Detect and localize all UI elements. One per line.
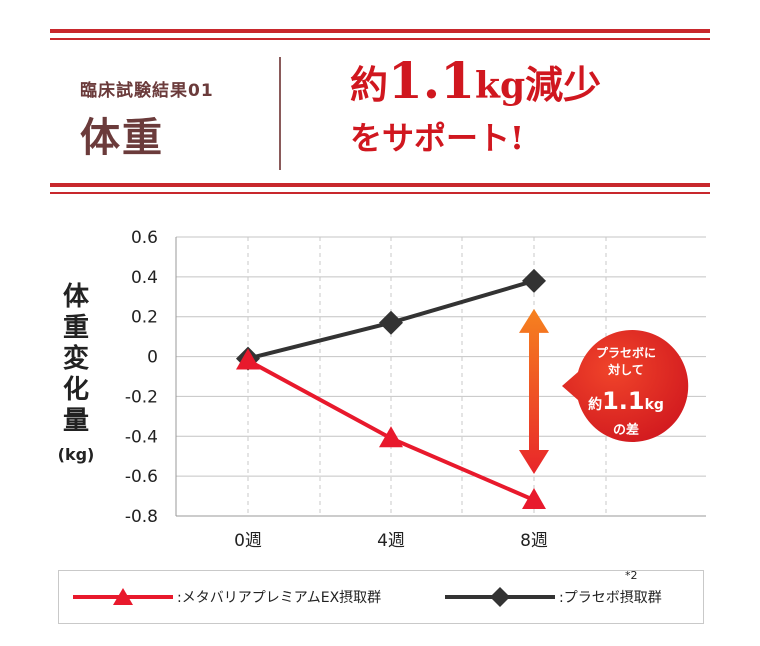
legend-triangle-marker-icon <box>73 588 173 605</box>
bottom-rule-thick <box>50 183 710 187</box>
callout-unit: kg <box>645 397 664 413</box>
legend-item-placebo: :プラセボ摂取群 <box>445 571 662 623</box>
legend-footnote-mark: *2 <box>625 569 638 582</box>
headline: 約1.1kg減少 をサポート! <box>350 56 602 159</box>
legend-item-treatment: :メタバリアプレミアムEX摂取群 <box>73 571 381 623</box>
series-layer <box>236 268 546 510</box>
y-axis-label-char: 化 <box>63 375 89 405</box>
data-point-triangle <box>236 348 260 370</box>
bottom-rule-thin <box>50 192 710 194</box>
callout-line4: の差 <box>613 422 639 438</box>
y-axis-unit: (kg) <box>58 445 95 464</box>
y-axis-label-char: 体 <box>63 282 90 312</box>
y-axis-label-char: 量 <box>63 406 89 436</box>
callout-value-line: 約1.1kg <box>588 387 664 415</box>
difference-callout: プラセボに 対して 約1.1kg の差 <box>562 330 689 443</box>
legend-label-treatment: :メタバリアプレミアムEX摂取群 <box>177 590 382 606</box>
x-tick-label: 0週 <box>234 531 262 551</box>
y-tick-label: -0.6 <box>125 467 158 487</box>
headline-suffix: 減少 <box>525 62 602 107</box>
x-tick-label: 4週 <box>377 531 405 551</box>
headline-value: 1.1 <box>388 51 476 110</box>
top-rule-thin <box>50 38 710 40</box>
data-point-triangle <box>379 426 403 448</box>
axis-layer: 0.6 0.4 0.2 0 -0.2 -0.4 -0.6 -0.8 0週 4週 8週 <box>125 228 548 551</box>
trial-title: 体重 <box>80 115 164 161</box>
data-point-triangle <box>522 488 546 510</box>
y-axis-label-char: 変 <box>63 343 89 374</box>
headline-prefix: 約 <box>350 62 389 107</box>
y-tick-label: -0.2 <box>125 387 158 407</box>
x-tick-label: 8週 <box>520 531 548 551</box>
callout-line2: 対して <box>607 362 644 377</box>
headline-line2: をサポート! <box>350 119 525 157</box>
y-tick-label: -0.4 <box>125 427 158 447</box>
y-tick-label: -0.8 <box>125 507 158 527</box>
top-rule-thick <box>50 29 710 33</box>
legend-label-placebo: :プラセボ摂取群 <box>559 590 662 606</box>
header-divider <box>279 57 281 170</box>
y-axis-label-char: 重 <box>63 313 89 343</box>
callout-value: 1.1 <box>602 387 645 415</box>
callout-line1: プラセボに <box>596 345 656 360</box>
callout-bubble <box>562 330 689 443</box>
callout-prefix: 約 <box>588 396 602 413</box>
y-tick-label: 0.4 <box>131 268 158 288</box>
y-tick-label: 0.2 <box>131 308 158 328</box>
trial-subtitle: 臨床試験結果01 <box>80 81 214 101</box>
weight-change-chart: 0.6 0.4 0.2 0 -0.2 -0.4 -0.6 -0.8 0週 4週 8週 プラセボに 対… <box>58 228 706 551</box>
legend-diamond-marker-icon <box>445 587 555 607</box>
header-left: 臨床試験結果01 体重 <box>80 76 270 163</box>
headline-unit: kg <box>475 65 526 107</box>
difference-arrow-shape <box>519 308 549 475</box>
data-point-diamond <box>522 268 546 293</box>
difference-arrow <box>519 308 549 475</box>
data-point-diamond <box>379 310 403 335</box>
y-tick-label: 0 <box>147 348 158 368</box>
legend: :メタバリアプレミアムEX摂取群 :プラセボ摂取群 <box>58 570 704 624</box>
y-tick-label: 0.6 <box>131 228 158 248</box>
headline-line1: 約1.1kg減少 <box>350 56 602 109</box>
